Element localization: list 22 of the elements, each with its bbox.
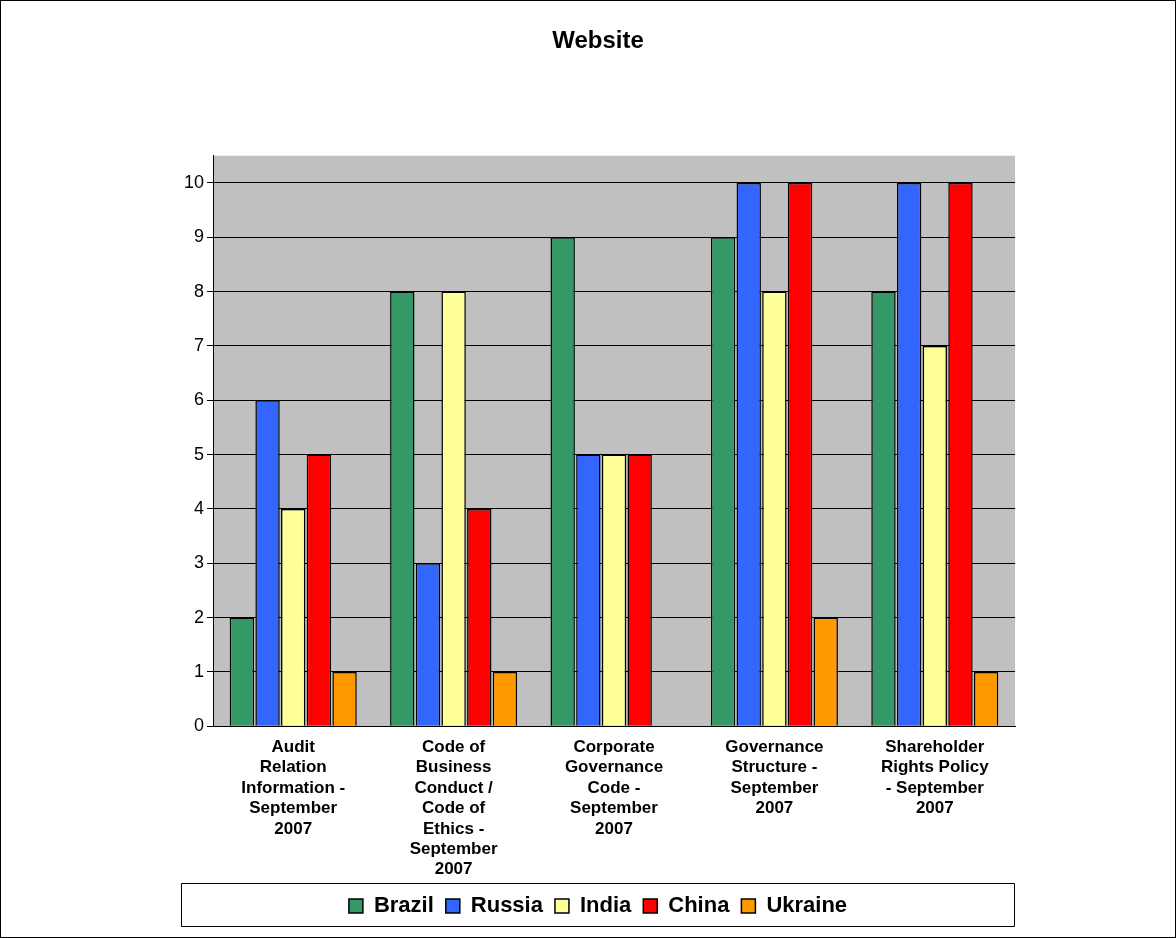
y-tick-label: 1 [194,660,205,681]
legend-label: Brazil [373,892,434,918]
chart-title: Website [552,26,644,54]
y-tick-label: 5 [194,443,205,464]
x-tick-label: Audit Relation Information - September 2007 [241,737,346,838]
y-tick-label: 2 [194,606,205,627]
y-tick-label: 8 [194,280,205,301]
x-tick-label: Governance Structure - September 2007 [725,737,824,818]
y-tick-label: 10 [183,171,205,192]
legend-label: Ukraine [766,892,848,918]
y-tick-label: 4 [194,497,205,518]
y-tick-label: 9 [194,226,205,247]
x-tick-label: Shareholder Rights Policy - September 2007 [880,737,990,818]
y-tick-label: 0 [194,715,205,736]
y-tick-label: 6 [194,389,205,410]
y-tick-label: 3 [194,552,205,573]
x-tick-label: Corporate Governance Code - September 2007 [564,737,664,838]
legend-label: Russia [470,892,544,918]
x-tick-label: Code of Business Conduct / Code of Ethics - September 2007 [409,737,498,879]
y-tick-label: 7 [194,334,205,355]
legend-label: India [579,892,633,918]
legend-label: China [668,892,731,918]
